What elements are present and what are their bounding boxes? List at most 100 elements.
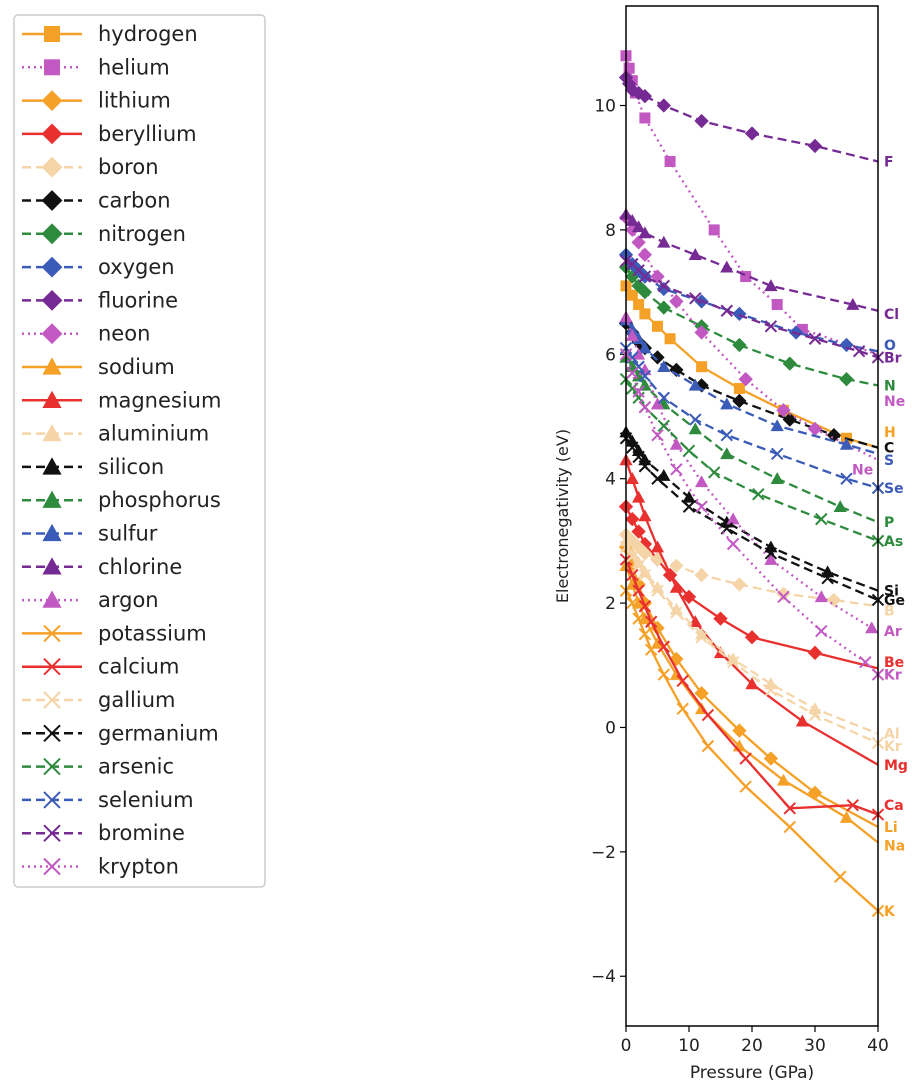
legend-marker xyxy=(42,457,62,475)
data-point-sulfur xyxy=(688,378,702,391)
data-point-boron xyxy=(694,567,709,583)
data-point-nitrogen xyxy=(631,278,646,294)
data-point-arsenic xyxy=(815,512,828,526)
data-point-boron xyxy=(732,577,747,592)
y-tick-label: −2 xyxy=(591,843,616,863)
data-point-sodium xyxy=(776,773,791,786)
data-point-gallium xyxy=(638,568,652,582)
data-point-potassium xyxy=(657,668,671,681)
data-point-phosphorus xyxy=(770,472,784,484)
data-point-neon xyxy=(631,235,646,250)
data-point-beryllium xyxy=(807,645,823,660)
legend-item-sulfur: sulfur xyxy=(22,522,158,546)
legend-label: arsenic xyxy=(98,755,174,779)
data-point-potassium xyxy=(833,870,847,883)
data-point-aluminium xyxy=(808,702,822,715)
data-point-aluminium xyxy=(695,627,709,640)
data-point-magnesium xyxy=(795,714,809,727)
data-point-helium xyxy=(664,155,676,167)
data-point-arsenic xyxy=(657,419,671,433)
data-point-hydrogen xyxy=(626,289,638,301)
legend-label: magnesium xyxy=(98,388,221,412)
y-tick-label: 4 xyxy=(605,470,616,490)
legend-item-silicon: silicon xyxy=(22,455,164,479)
data-point-helium xyxy=(623,62,635,74)
data-point-aluminium xyxy=(650,580,665,593)
data-point-gallium xyxy=(651,584,664,597)
data-point-krypton xyxy=(626,366,639,380)
data-point-nitrogen xyxy=(839,372,854,387)
data-point-nitrogen xyxy=(656,300,671,315)
data-point-aluminium xyxy=(638,565,652,578)
data-point-magnesium xyxy=(632,490,646,503)
data-point-hydrogen xyxy=(639,308,651,320)
series-boron xyxy=(618,527,879,608)
data-point-arsenic xyxy=(707,466,721,479)
data-point-lithium xyxy=(763,751,779,766)
legend-marker xyxy=(43,724,61,743)
data-point-krypton xyxy=(726,537,740,551)
data-point-hydrogen xyxy=(633,299,645,311)
legend-marker xyxy=(43,657,61,676)
legend-marker xyxy=(41,90,63,111)
data-point-chlorine xyxy=(632,220,646,233)
data-point-fluorine xyxy=(637,89,653,104)
data-point-oxygen xyxy=(656,281,671,297)
data-point-potassium xyxy=(739,780,752,793)
data-point-sulfur xyxy=(657,360,671,373)
legend-label: bromine xyxy=(98,821,185,845)
series-end-labels: FClOBrNNeHCSNeSePAsSiGeBArBeKrAlKrMgCaLi… xyxy=(852,154,908,919)
x-axis-label: Pressure (GPa) xyxy=(690,1063,814,1083)
data-point-calcium xyxy=(626,568,639,582)
data-point-calcium xyxy=(657,640,671,653)
data-point-magnesium xyxy=(669,580,683,593)
x-tick-label: 20 xyxy=(741,1036,763,1056)
data-point-carbon xyxy=(650,350,665,365)
data-point-magnesium xyxy=(638,509,652,522)
data-point-beryllium xyxy=(681,589,697,605)
data-point-krypton xyxy=(777,590,790,604)
data-point-fluorine xyxy=(744,126,760,141)
data-point-beryllium xyxy=(713,611,728,626)
legend-marker xyxy=(43,791,61,809)
end-label: S xyxy=(884,453,894,469)
data-point-calcium xyxy=(701,708,715,722)
data-point-chlorine xyxy=(625,213,639,226)
data-point-bromine xyxy=(852,344,866,358)
data-point-potassium xyxy=(783,820,797,834)
legend-marker xyxy=(41,223,63,245)
data-point-boron xyxy=(669,558,684,573)
data-point-chlorine xyxy=(657,235,671,248)
series-line-nitrogen xyxy=(625,266,879,387)
series-line-sulfur xyxy=(625,319,879,455)
legend-item-nitrogen: nitrogen xyxy=(22,222,186,246)
data-point-calcium xyxy=(783,802,797,815)
data-point-germanium xyxy=(682,500,696,513)
series-line-calcium xyxy=(624,559,879,816)
data-point-krypton xyxy=(638,400,652,414)
data-point-potassium xyxy=(632,612,645,625)
data-point-argon xyxy=(632,347,646,360)
data-point-selenium xyxy=(720,428,734,442)
data-point-neon xyxy=(669,294,684,309)
axes: −4 −2 0 2 4 6 8 10 0 10 20 30 40 xyxy=(591,97,889,1056)
series-calcium xyxy=(619,553,885,821)
data-point-boron xyxy=(776,586,791,601)
legend-item-phosphorus: phosphorus xyxy=(22,488,221,512)
legend-marker xyxy=(43,624,61,643)
data-point-carbon xyxy=(669,362,684,377)
legend-label: neon xyxy=(98,322,150,346)
data-point-beryllium xyxy=(631,524,646,539)
data-point-chlorine xyxy=(688,248,702,261)
legend-item-aluminium: aluminium xyxy=(22,422,209,446)
legend-marker xyxy=(41,190,63,211)
data-point-calcium xyxy=(676,674,689,688)
data-point-phosphorus xyxy=(833,500,847,512)
end-label: Kr xyxy=(884,668,902,684)
legend-label: silicon xyxy=(98,455,164,479)
x-tick-label: 0 xyxy=(621,1036,632,1056)
data-point-sulfur xyxy=(839,437,854,450)
data-point-krypton xyxy=(859,655,872,669)
data-point-nitrogen xyxy=(782,356,797,371)
